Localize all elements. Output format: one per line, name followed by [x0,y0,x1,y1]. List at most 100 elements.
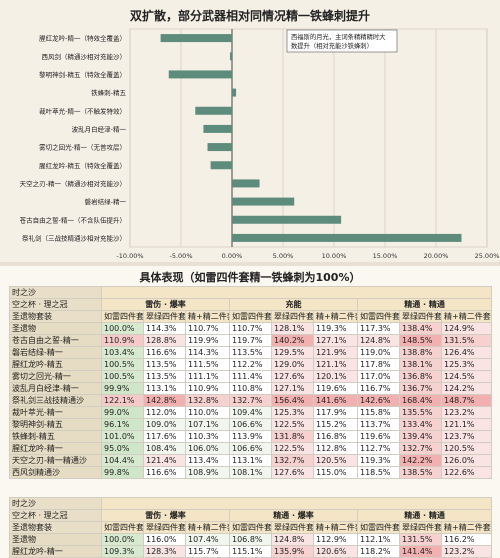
bar [232,197,295,206]
value-cell: 140.2% [271,334,314,347]
value-cell: 117.8% [357,358,400,371]
row-name: 雾切之回光-精一 [9,370,102,383]
value-cell: 132.7% [271,454,314,467]
x-tick-label: -10.00% [116,252,143,260]
row-name: 祭礼剑三战技精通沙 [9,394,102,407]
sub-header: 精+精二件套 [313,310,358,323]
value-cell: 127.6% [271,466,314,479]
value-cell: 110.9% [185,382,230,395]
sub-header: 精+精二件套 [185,310,230,323]
value-cell: 136.8% [399,370,442,383]
value-cell: 122.5% [271,418,314,431]
bar [210,161,232,170]
value-cell: 113.1% [229,454,272,467]
sub-header: 翠绿四件套 [271,521,314,534]
value-cell: 113.5% [143,358,186,371]
table-2: 时之沙 空之杯 · 理之冠 雷伤 · 爆率 精通 · 爆率 精通 · 精通 圣遗物套装 如雷… [9,497,493,558]
value-cell: 133.4% [399,418,442,431]
value-cell: 120.5% [440,442,493,455]
value-cell: 156.4% [271,394,314,407]
category-label: 西风剑（精通沙相对充能沙） [42,52,127,61]
value-cell: 125.3% [440,358,493,371]
category-label: 腥红龙吟-精一（特效全覆盖） [39,34,126,43]
value-cell: 129.5% [271,346,314,359]
value-cell: 117.9% [313,406,358,419]
value-cell: 135.5% [399,406,442,419]
value-cell: 106.0% [185,442,230,455]
table-row: 圣遗物套装如雷四件套翠绿四件套精+精二件套如雷四件套翠绿四件套精+精二件套如雷四… [9,310,493,323]
value-cell: 112.9% [313,533,358,546]
value-cell: 122.1% [101,394,144,407]
value-cell: 124.8% [271,533,314,546]
category-labels: 腥红龙吟-精一（特效全覆盖） 西风剑（精通沙相对充能沙） 黎明神剑-精五（特效全覆盖… [20,34,127,243]
value-cell: 142.6% [357,394,400,407]
value-cell: 121.4% [143,454,186,467]
value-cell: 111.1% [185,370,230,383]
table-row: 圣遗物 100.0% 114.3% 110.7% 110.7% 128.1% 119.3% 1… [9,322,493,335]
bars [160,34,462,242]
table-row: 铁蜂刺-精五 101.0% 117.6% 110.3% 113.9% 131.8% 116.… [9,430,493,443]
grid [129,28,488,248]
group-header: 充能 [229,298,358,311]
x-tick-label: 5.00% [273,252,294,260]
value-cell: 119.3% [357,454,400,467]
sub-header: 精+精二件套 [440,521,493,534]
value-cell: 116.8% [313,430,358,443]
value-cell: 120.6% [313,545,358,558]
value-cell: 113.7% [357,418,400,431]
category-label: 腥红龙吟-精五（特效全覆盖） [39,161,126,170]
row-name: 铁蜂刺-精五 [9,430,102,443]
table-row: 祭礼剑三战技精通沙 122.1% 142.8% 132.8% 132.7% 156.4% 1… [9,394,493,407]
value-cell: 104.4% [101,454,144,467]
table-row: 波乱月白经津-精一 99.9% 113.1% 110.9% 110.8% 127.1% 11… [9,382,493,395]
value-cell: 115.8% [357,406,400,419]
value-cell: 115.2% [313,418,358,431]
row-name: 圣遗物 [9,322,102,335]
value-cell: 131.8% [271,430,314,443]
value-cell: 112.8% [313,442,358,455]
sub-header: 如雷四件套 [101,310,144,323]
value-cell: 124.5% [440,370,493,383]
value-cell: 124.8% [357,334,400,347]
table-row: 苍古自由之誓-精一 110.9% 128.8% 119.9% 119.7% 140.2% 1… [9,334,493,347]
value-cell: 138.5% [399,466,442,479]
value-cell: 109.4% [229,406,272,419]
category-label: 祭礼剑（三战技精通沙相对充能沙） [22,233,126,242]
bar-chart: 双扩散，部分武器相对同情况精一铁蜂刺提升 腥红龙吟-精一（特效全覆盖） 西风剑（精… [20,8,500,260]
value-cell: 139.4% [399,430,442,443]
value-cell: 112.7% [357,442,400,455]
value-cell: 110.8% [229,382,272,395]
row-name: 磐岩结绿-精一 [9,346,102,359]
sub-header: 精+精二件套 [185,521,230,534]
value-cell: 111.5% [185,358,230,371]
value-cell: 103.4% [101,346,144,359]
x-tick-label: 10.00% [322,252,347,260]
value-cell: 123.2% [440,545,493,558]
value-cell: 148.5% [399,334,442,347]
x-tick-label: 20.00% [424,252,449,260]
table-row: 圣遗物 100.0% 116.0% 107.4% 106.8% 124.8% 112.9% 1… [9,533,493,546]
row-name: 天空之刃-精一精通沙 [9,454,102,467]
sub-header: 精+精二件套 [313,521,358,534]
bar [203,124,232,133]
table-row: 雾切之回光-精一 100.5% 113.5% 111.1% 111.4% 127.6% 12… [9,370,493,383]
table-row: 磐岩结绿-精一 103.4% 116.6% 114.3% 113.5% 129.5% 121… [9,346,493,359]
table-row: 空之杯 · 理之冠 雷伤 · 爆率 精通 · 爆率 精通 · 精通 [9,509,493,522]
sub-header: 翠绿四件套 [399,521,442,534]
value-cell: 110.0% [185,406,230,419]
value-cell: 112.2% [229,358,272,371]
row-name: 腥红龙吟-精五 [9,358,102,371]
x-tick-labels: -10.00% -5.00% 0.00% 5.00% 10.00% 15.00% 20.00… [116,252,499,260]
set-label-cell: 圣遗物套装 [9,521,102,534]
row-name: 苍古自由之誓-精一 [9,334,102,347]
plot-frame [129,28,488,248]
bar [195,106,232,115]
value-cell: 138.1% [399,358,442,371]
sub-header: 如雷四件套 [357,521,400,534]
value-cell: 119.3% [313,322,358,335]
bar [232,233,462,242]
value-cell: 117.0% [357,370,400,383]
sub-header: 如雷四件套 [229,310,272,323]
row-name: 圣遗物 [9,533,102,546]
value-cell: 113.1% [143,382,186,395]
